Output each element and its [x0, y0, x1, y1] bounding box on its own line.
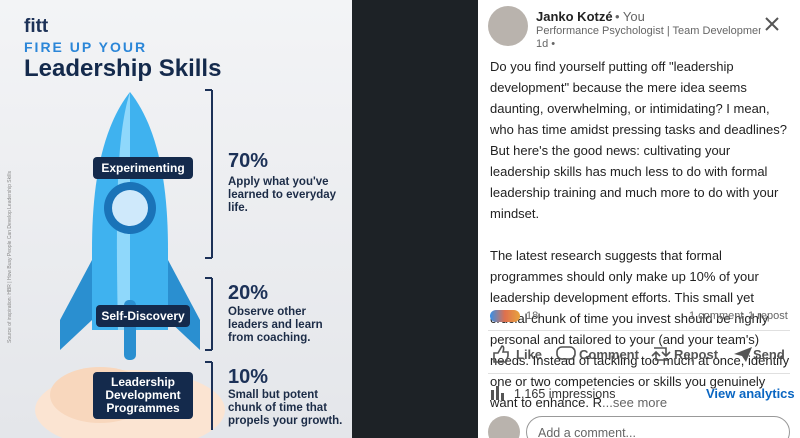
- timestamp: 1d •: [536, 38, 556, 50]
- reaction-count[interactable]: 18: [526, 310, 539, 322]
- chart-icon: [491, 386, 504, 400]
- source: Source of inspiration: HBR | How Busy Pe…: [7, 171, 13, 343]
- logo: fitt: [24, 16, 49, 37]
- headline: Performance Psychologist | Team Developm…: [536, 25, 761, 37]
- repost-button[interactable]: Repost: [674, 347, 719, 362]
- like-button[interactable]: Like: [516, 347, 543, 362]
- stage-text: Apply what you've learned to everyday li…: [228, 176, 337, 214]
- close-button[interactable]: [764, 16, 780, 32]
- post-panel: Janko Kotzé • You Performance Psychologi…: [478, 0, 800, 438]
- percent: 10%: [228, 366, 269, 388]
- reaction-icons: [490, 310, 520, 322]
- stage-text: Small but potent chunk of time that prop…: [228, 389, 343, 427]
- comment-placeholder: Add a comment...: [538, 426, 636, 438]
- post-body: Do you find yourself putting off "leader…: [490, 56, 790, 413]
- divider: [488, 373, 790, 374]
- repost-count[interactable]: 1 repost: [748, 310, 788, 322]
- comment-button[interactable]: Comment: [579, 347, 639, 362]
- stage-label: Experimenting: [93, 157, 193, 179]
- divider: [488, 330, 790, 331]
- analytics-link[interactable]: View analytics: [706, 386, 795, 401]
- percent: 20%: [228, 282, 269, 304]
- rocket-art: [35, 89, 225, 438]
- avatar[interactable]: [488, 6, 528, 46]
- stage-label: Self-Discovery: [96, 305, 190, 327]
- impressions: 1,165 impressions: [514, 387, 616, 401]
- send-button[interactable]: Send: [753, 347, 785, 362]
- title: Leadership Skills: [24, 55, 222, 82]
- kicker: FIRE UP YOUR: [24, 39, 148, 55]
- comment-count[interactable]: 1 comment: [689, 310, 744, 322]
- paragraph: The latest research suggests that formal…: [490, 245, 790, 413]
- infographic: fitt FIRE UP YOUR Leadership Skills Sour…: [0, 0, 352, 438]
- relation: • You: [615, 9, 645, 24]
- see-more[interactable]: ...see more: [602, 395, 668, 410]
- paragraph: Do you find yourself putting off "leader…: [490, 59, 787, 221]
- paragraph-text: The latest research suggests that formal…: [490, 248, 790, 410]
- action-icons: [493, 345, 752, 363]
- avatar: [488, 416, 520, 438]
- percent: 70%: [228, 150, 269, 172]
- author[interactable]: Janko Kotzé: [536, 9, 613, 24]
- stage-text: Observe other leaders and learn from coa…: [228, 306, 323, 344]
- stage-label: Leadership Development Programmes: [93, 372, 193, 419]
